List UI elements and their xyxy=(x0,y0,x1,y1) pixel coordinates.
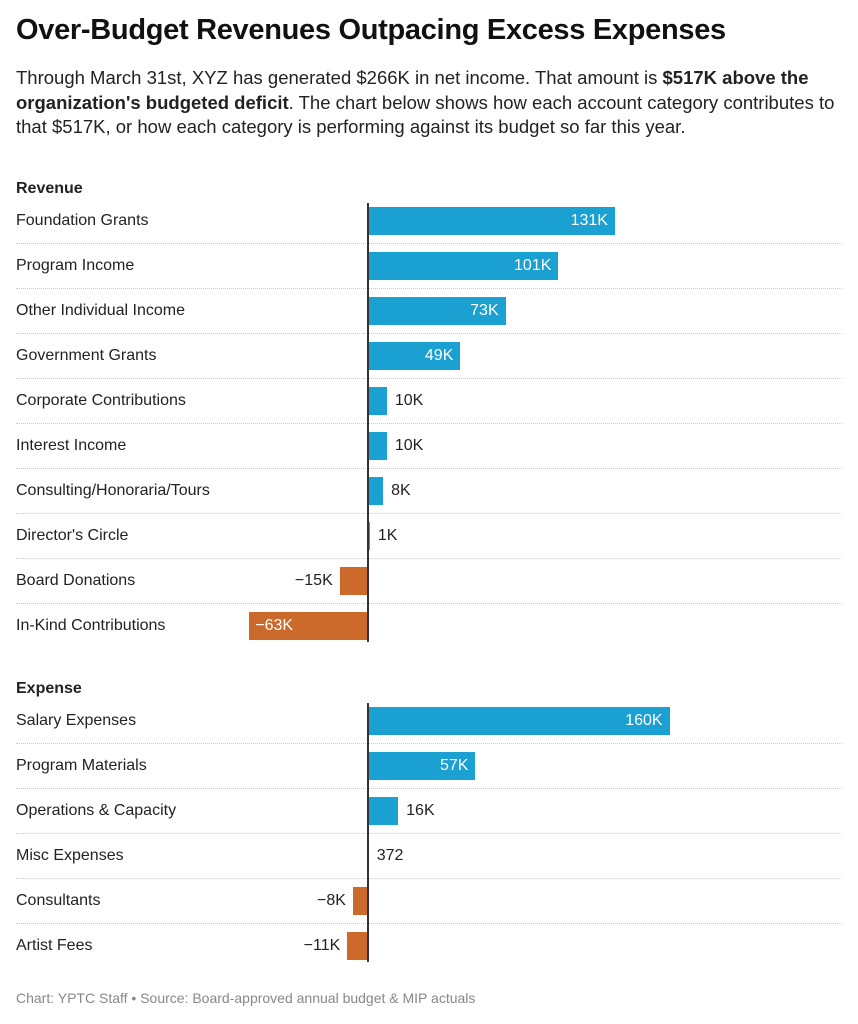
category-label: Other Individual Income xyxy=(16,302,185,319)
category-label: Salary Expenses xyxy=(16,712,137,729)
category-label: Artist Fees xyxy=(16,937,93,954)
gridline xyxy=(16,513,842,514)
gridline xyxy=(16,743,842,744)
description-text-end: . The chart below shows how each account… xyxy=(16,91,835,138)
section-header: Expense xyxy=(16,680,82,697)
bar-positive xyxy=(368,297,506,325)
category-label: Misc Expenses xyxy=(16,847,124,864)
gridline xyxy=(16,788,842,789)
category-label: Program Income xyxy=(16,257,135,274)
chart-description: Through March 31st, XYZ has generated $2… xyxy=(16,66,846,140)
category-label: Consultants xyxy=(16,892,101,909)
bar-positive xyxy=(368,252,559,280)
data-label: 73K xyxy=(470,302,499,319)
data-label: 372 xyxy=(376,847,404,864)
category-label: In-Kind Contributions xyxy=(16,617,166,634)
gridline xyxy=(16,558,842,559)
category-label: Director's Circle xyxy=(16,527,129,544)
category-label: Program Materials xyxy=(16,757,147,774)
gridline xyxy=(16,333,842,334)
data-label: −8K xyxy=(317,892,346,909)
bar-positive xyxy=(368,752,476,780)
description-text: Through March 31st, XYZ has generated $2… xyxy=(16,67,663,88)
gridline xyxy=(16,243,842,244)
zero-axis xyxy=(367,203,369,642)
category-label: Corporate Contributions xyxy=(16,392,186,409)
description-highlight: $517K above the organization's budgeted … xyxy=(16,67,809,113)
bar-negative xyxy=(352,887,368,915)
zero-axis xyxy=(367,703,369,962)
gridline xyxy=(16,288,842,289)
bar-positive xyxy=(368,477,384,505)
category-label: Government Grants xyxy=(16,347,157,364)
category-label: Interest Income xyxy=(16,437,127,454)
bar-positive xyxy=(368,797,399,825)
gridline xyxy=(16,603,842,604)
gridline xyxy=(16,423,842,424)
gridline xyxy=(16,468,842,469)
gridline xyxy=(16,923,842,924)
data-label: 57K xyxy=(439,757,469,774)
bar-positive xyxy=(368,432,387,460)
data-label: 16K xyxy=(406,802,435,819)
bar-positive xyxy=(368,207,615,235)
data-label: −11K xyxy=(303,937,341,954)
chart-title: Over-Budget Revenues Outpacing Excess Ex… xyxy=(16,14,726,46)
bar-positive xyxy=(368,342,461,370)
bar-positive xyxy=(368,707,670,735)
data-label: 49K xyxy=(424,347,454,364)
bar-negative xyxy=(249,612,368,640)
category-label: Operations & Capacity xyxy=(16,802,177,819)
category-label: Board Donations xyxy=(16,572,136,589)
data-label: −63K xyxy=(255,617,294,634)
data-label: 10K xyxy=(394,437,424,454)
section-header: Revenue xyxy=(16,180,83,197)
gridline xyxy=(16,833,842,834)
data-label: 10K xyxy=(394,392,424,409)
data-label: 1K xyxy=(377,527,398,544)
gridline xyxy=(16,378,842,379)
data-label: −15K xyxy=(294,572,333,589)
category-label: Consulting/Honoraria/Tours xyxy=(16,482,210,499)
chart-footer: Chart: YPTC Staff • Source: Board-approv… xyxy=(16,990,476,1006)
data-label: 8K xyxy=(391,482,411,499)
bar-negative xyxy=(347,932,368,960)
data-label: 160K xyxy=(625,712,663,729)
bar-negative xyxy=(339,567,368,595)
gridline xyxy=(16,878,842,879)
data-label: 131K xyxy=(570,212,608,229)
bar-positive xyxy=(368,387,387,415)
category-label: Foundation Grants xyxy=(16,212,149,229)
data-label: 101K xyxy=(514,257,552,274)
